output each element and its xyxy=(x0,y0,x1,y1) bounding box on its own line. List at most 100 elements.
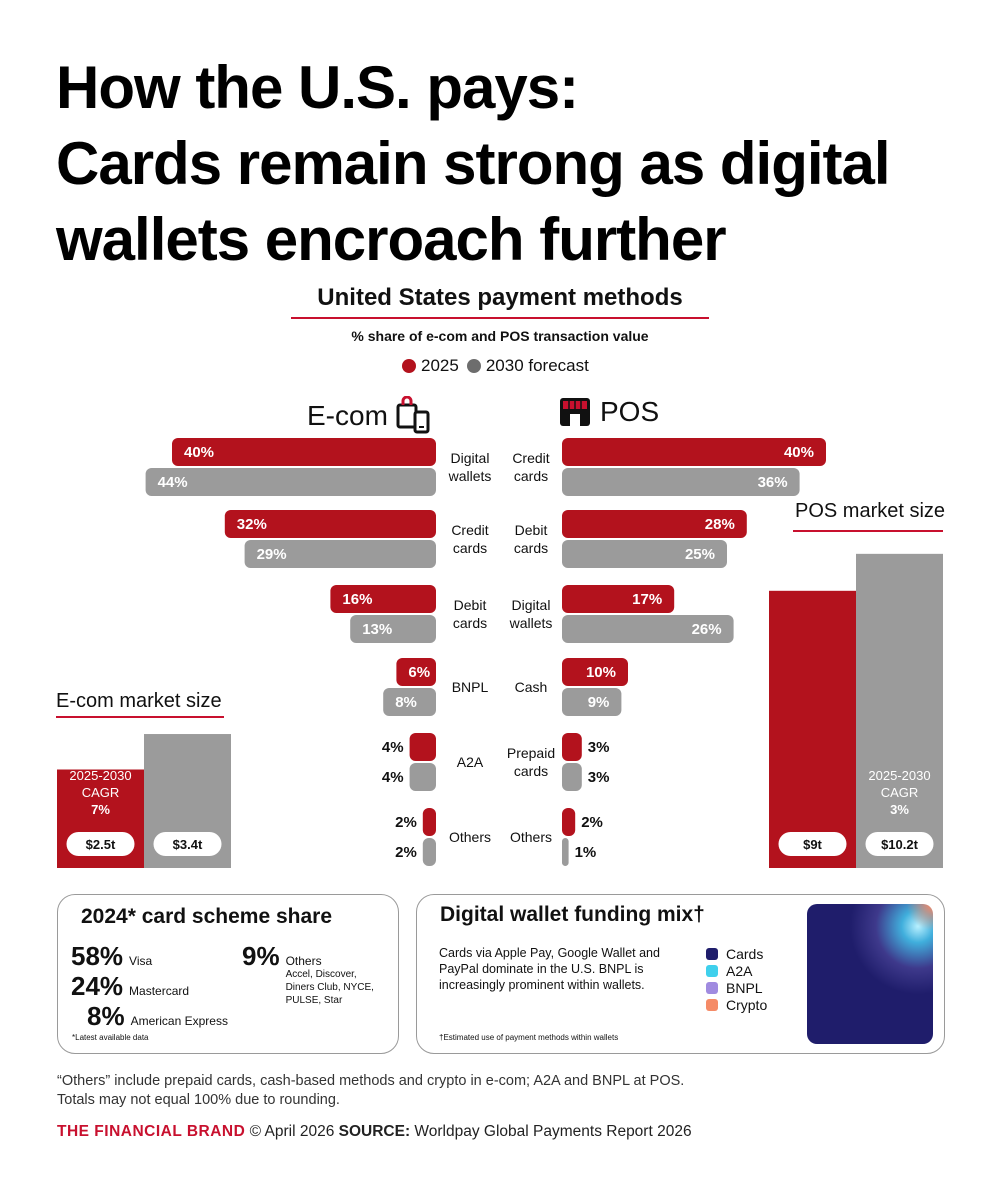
ecom-market-pill-0 xyxy=(66,832,135,856)
ecom-market-size-underline xyxy=(56,716,224,718)
pos-value-2025-4: 3% xyxy=(588,739,610,756)
pos-market-pill-1 xyxy=(865,832,934,856)
ecom-bar-2030-3 xyxy=(383,688,436,716)
scheme-row-visa: 58% Visa xyxy=(71,941,152,972)
pos-cagr-text-0: 2025-2030 xyxy=(868,768,930,783)
wallet-swatch-bnpl xyxy=(706,981,718,994)
pos-value-2025-3: 10% xyxy=(586,664,616,681)
scheme-pct-others: 9% xyxy=(242,941,280,971)
headline-line-3: wallets encroach further xyxy=(56,206,727,273)
scheme-name-mastercard: Mastercard xyxy=(129,984,190,998)
pos-market-pill-0 xyxy=(778,832,847,856)
footer-date: © April 2026 xyxy=(249,1123,335,1140)
ecom-market-size-title: E-com market size xyxy=(56,690,222,712)
pos-value-2030-3: 9% xyxy=(588,694,610,711)
pos-bar-2030-2 xyxy=(562,615,734,643)
pos-value-2030-1: 25% xyxy=(685,546,715,563)
pos-market-size-title: POS market size xyxy=(795,500,946,522)
pos-value-2025-1: 28% xyxy=(705,516,735,533)
legend-swatch-2030 xyxy=(466,359,481,373)
pos-heading-label: POS xyxy=(600,396,660,427)
ecom-bar-2030-5 xyxy=(422,838,436,866)
legend-item-2030: 2030 forecast xyxy=(466,356,589,376)
scheme-row-mastercard: 24% Mastercard xyxy=(71,971,189,1002)
scheme-pct-mastercard: 24% xyxy=(71,971,124,1001)
wallet-funding-graphic xyxy=(807,904,933,1044)
source-label: SOURCE: xyxy=(338,1123,411,1140)
scheme-others-detail: Accel, Discover, Diners Club, NYCE, PULS… xyxy=(285,969,374,1006)
legend-swatch-2025 xyxy=(402,359,416,373)
pos-value-2025-5: 2% xyxy=(581,814,603,831)
footnote: “Others” include prepaid cards, cash-bas… xyxy=(57,1072,684,1110)
ecom-bar-2030-0 xyxy=(145,468,436,496)
pos-bar-2025-3 xyxy=(562,658,628,686)
wallet-legend-bnpl: BNPL xyxy=(706,979,767,996)
ecom-category-label-2: Debit cards xyxy=(453,597,487,631)
pos-market-bar-1 xyxy=(856,553,943,868)
ecom-heading-label: E-com xyxy=(307,400,388,431)
card-scheme-title: 2024* card scheme share xyxy=(81,905,333,928)
ecom-value-2025-3: 6% xyxy=(408,664,430,681)
pos-value-2030-4: 3% xyxy=(588,769,610,786)
pos-category-label-5: Others xyxy=(510,829,552,845)
storefront-icon xyxy=(560,398,590,426)
ecom-bar-2030-2 xyxy=(350,615,436,643)
ecom-value-2025-0: 40% xyxy=(184,444,214,461)
ecom-bar-2025-0 xyxy=(172,438,436,466)
pos-value-2025-0: 40% xyxy=(784,444,814,461)
wallet-legend-crypto: Crypto xyxy=(706,996,767,1013)
ecom-category-label-5: Others xyxy=(449,829,491,845)
scheme-row-others: 9% Others Accel, Discover, Diners Club, … xyxy=(242,941,374,1007)
pos-bar-2025-2 xyxy=(562,585,675,613)
wallet-funding-legend: Cards A2A BNPL Crypto xyxy=(706,945,767,1013)
pos-bar-2025-4 xyxy=(562,733,582,761)
ecom-bar-2030-1 xyxy=(244,540,436,568)
legend-label-2025: 2025 xyxy=(421,356,459,375)
pos-cagr-text-1: CAGR xyxy=(881,785,919,800)
pos-value-2030-5: 1% xyxy=(575,844,597,861)
brand-name: THE FINANCIAL BRAND xyxy=(57,1123,246,1140)
scheme-name-others: Others xyxy=(285,954,322,968)
wallet-funding-title: Digital wallet funding mix† xyxy=(440,903,705,926)
pos-market-size-underline xyxy=(793,530,943,532)
scheme-row-amex: 8% American Express xyxy=(87,1001,228,1032)
footnote-line-1: “Others” include prepaid cards, cash-bas… xyxy=(57,1073,685,1089)
pos-bar-2025-0 xyxy=(562,438,826,466)
wallet-legend-label-bnpl: BNPL xyxy=(726,979,763,996)
pos-bar-2030-0 xyxy=(562,468,800,496)
wallet-legend-label-a2a: A2A xyxy=(726,962,753,979)
pos-category-label-1: Debit cards xyxy=(514,522,548,556)
pos-bar-2030-3 xyxy=(562,688,622,716)
headline-line-1: How the U.S. pays: xyxy=(56,54,579,121)
ecom-cagr-text-1: CAGR xyxy=(82,785,120,800)
pos-heading: POS xyxy=(558,396,659,428)
wallet-legend-cards: Cards xyxy=(706,945,767,962)
ecom-category-label-3: BNPL xyxy=(452,679,489,695)
pos-value-2030-0: 36% xyxy=(758,474,788,491)
pos-value-2030-2: 26% xyxy=(692,621,722,638)
ecom-bar-2025-4 xyxy=(409,733,436,761)
wallet-swatch-crypto xyxy=(706,998,718,1011)
pos-category-label-3: Cash xyxy=(515,679,548,695)
pos-category-label-2: Digital wallets xyxy=(509,597,553,631)
wallet-legend-label-crypto: Crypto xyxy=(726,996,768,1013)
ecom-bar-2025-1 xyxy=(224,510,436,538)
legend-item-2025: 2025 xyxy=(402,356,459,376)
ecom-category-label-4: A2A xyxy=(457,754,484,770)
footer: THE FINANCIAL BRAND © April 2026 SOURCE:… xyxy=(57,1123,692,1141)
pos-category-label-4: Prepaid cards xyxy=(507,745,555,779)
scheme-pct-amex: 8% xyxy=(87,1001,125,1031)
chart-title: United States payment methods xyxy=(317,284,683,311)
ecom-market-pill-1 xyxy=(153,832,222,856)
pos-market-bar-0 xyxy=(769,590,856,868)
ecom-market-value-0: $2.5t xyxy=(86,837,116,852)
chart-legend: 2025 2030 forecast xyxy=(402,356,589,376)
source-text: Worldpay Global Payments Report 2026 xyxy=(414,1123,692,1140)
scheme-others-block: Others Accel, Discover, Diners Club, NYC… xyxy=(286,954,374,1007)
ecom-cagr-text-2: 7% xyxy=(91,802,110,817)
chart-subtitle: % share of e-com and POS transaction val… xyxy=(351,328,649,344)
ecom-bar-2025-5 xyxy=(422,808,436,836)
scheme-name-visa: Visa xyxy=(129,954,153,968)
pos-bar-2025-1 xyxy=(562,510,747,538)
